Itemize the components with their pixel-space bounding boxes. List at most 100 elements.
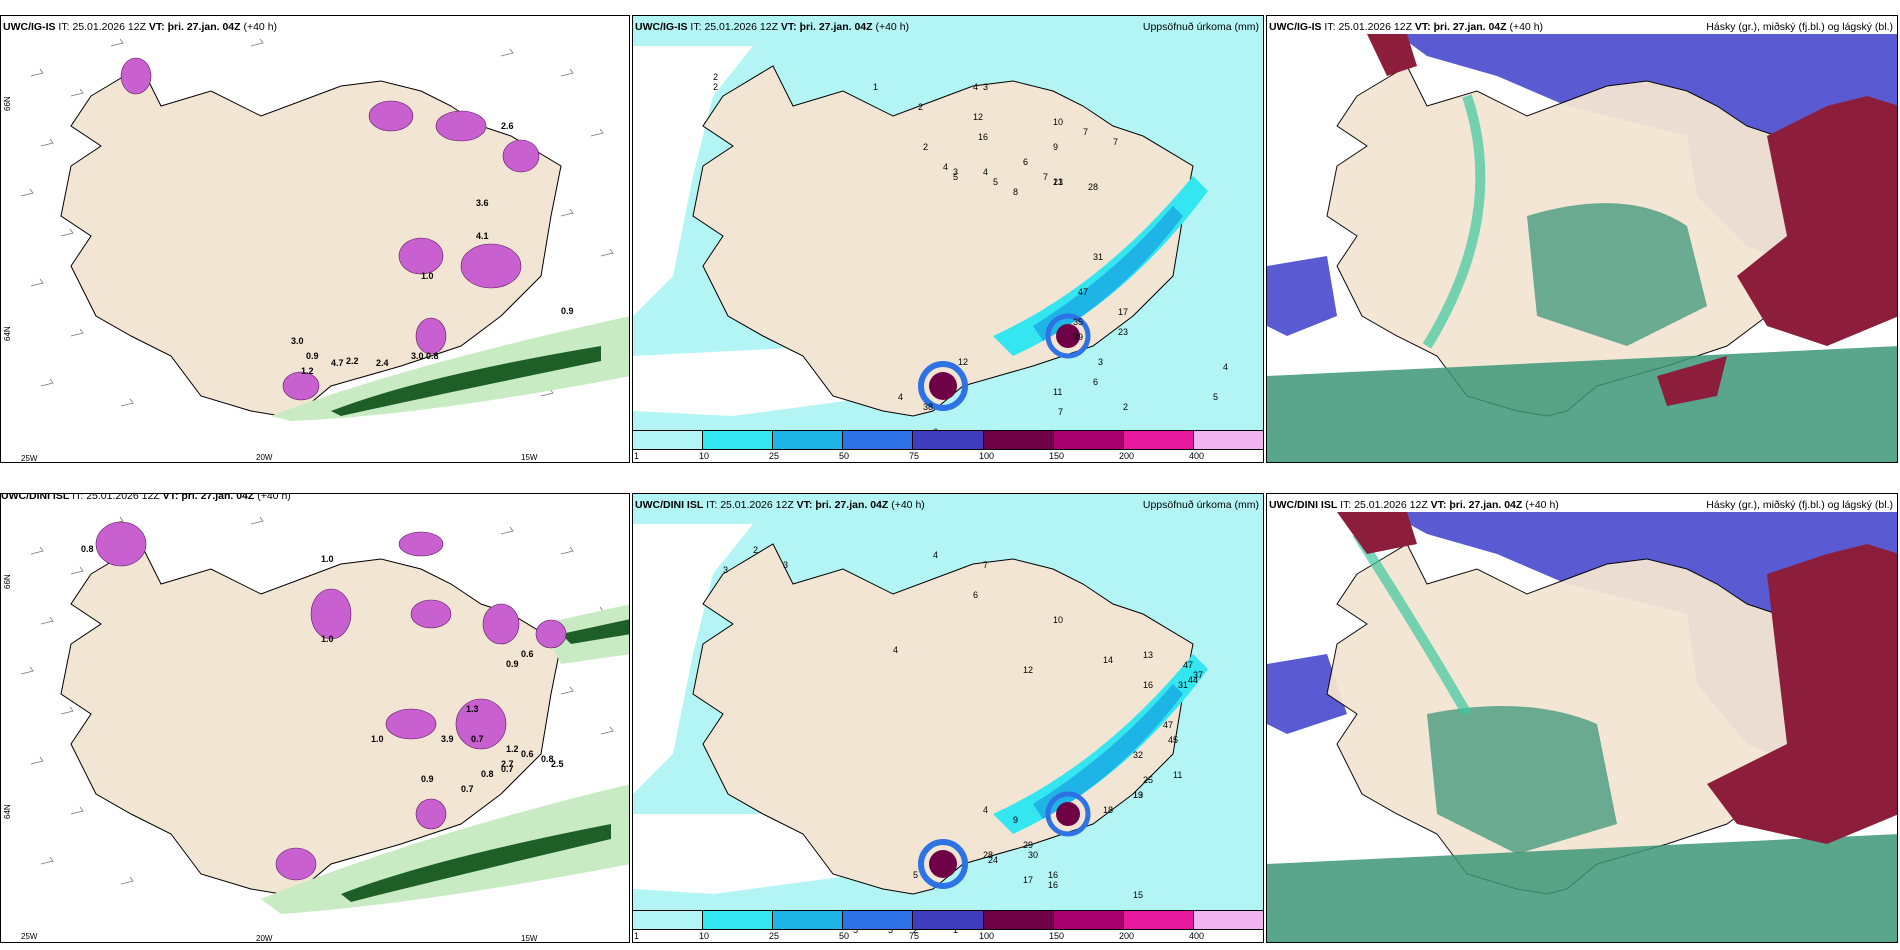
map-value: 0.8 [541, 754, 554, 764]
model-name: UWC/IG-IS [635, 21, 688, 33]
colorbar-tick: 100 [979, 931, 995, 941]
colorbar-cell [843, 431, 914, 449]
colorbar-cell [913, 431, 984, 449]
map-value: 21 [1053, 177, 1064, 187]
map-value: 0.7 [471, 734, 484, 744]
map-value: 4 [1223, 362, 1229, 372]
cloud-blue-west [1267, 256, 1337, 336]
map-value: 7 [1058, 407, 1064, 417]
cloud-green [1527, 203, 1707, 346]
lead-time: (+40 h) [875, 21, 910, 33]
cloud-maroon [1737, 96, 1897, 346]
colorbar-tick: 150 [1049, 931, 1065, 941]
vt-value: þri. 27.jan. 04Z [815, 499, 889, 511]
map-value: 24 [988, 855, 999, 865]
map-value: 2 [923, 142, 929, 152]
vt-value: þri. 27.jan. 04Z [799, 21, 873, 33]
map-value: 16 [1048, 870, 1059, 880]
map-value: 3 [1098, 357, 1104, 367]
map-value: 3 [953, 167, 959, 177]
map-value: 3.0 [411, 351, 424, 361]
it-value: 25.01.2026 12Z [86, 493, 160, 502]
colorbar-cell [983, 431, 1054, 449]
colorbar: 1 10 25 50 75 100 150 200 400 [633, 430, 1263, 462]
map-value: 3.0 [291, 336, 304, 346]
it-label: IT: [706, 499, 718, 511]
vt-value: þri. 27.jan. 04Z [1433, 21, 1507, 33]
colorbar-tick: 25 [768, 451, 779, 461]
cloud-green [1427, 706, 1617, 854]
map-value: 13 [1143, 650, 1154, 660]
map-value: 9 [1053, 142, 1059, 152]
map-value: 1.0 [421, 271, 434, 281]
cloud-maroon-north [1367, 34, 1417, 76]
map-value: 2 [913, 925, 919, 935]
map-value: 7 [983, 560, 989, 570]
colorbar-cell [1123, 431, 1194, 449]
lead-time: (+40 h) [257, 493, 291, 502]
map-value: 31 [1093, 252, 1104, 262]
cloud-green-south [1267, 346, 1897, 462]
map-value: 1.2 [301, 366, 314, 376]
map-value: 12 [973, 112, 984, 122]
colorbar-tick: 200 [1119, 931, 1135, 941]
map-value: 2 [713, 72, 719, 82]
panel-ig-accum: UWC/IG-IS IT: 25.01.2026 12Z VT: þri. 27… [632, 15, 1264, 463]
colorbar-cell [633, 431, 704, 449]
cyan-coast-band [993, 176, 1208, 356]
sea-white-west [633, 524, 753, 794]
colorbar-tick: 25 [768, 931, 779, 941]
map-value: 4 [943, 162, 949, 172]
map-value: 4 [898, 392, 904, 402]
map-value: 13 [1133, 790, 1144, 800]
colorbar-tick: 200 [1119, 451, 1135, 461]
colorbar-tick: 150 [1049, 451, 1065, 461]
colorbar-cell [1123, 911, 1194, 929]
map-value: 1.0 [321, 634, 334, 644]
cloud-map [1267, 34, 1897, 462]
it-value: 25.01.2026 12Z [1354, 499, 1428, 511]
map-value: 6 [1023, 157, 1029, 167]
map-value: 44 [1188, 675, 1199, 685]
map-value: 0.9 [506, 659, 519, 669]
colorbar-tick: 400 [1188, 451, 1205, 461]
panel-dini-cloud: UWC/DINI ISL IT: 25.01.2026 12Z VT: þri.… [1266, 493, 1898, 943]
map-value: 38 [923, 402, 934, 412]
colorbar-tick: 10 [698, 451, 709, 461]
lead-time: (+40 h) [1525, 499, 1559, 511]
map-value: 5 [1213, 392, 1219, 402]
it-label: IT: [58, 21, 70, 33]
map-value: 1.0 [321, 554, 334, 564]
map-value: 4.1 [476, 231, 489, 241]
cloud-green-arc [1422, 94, 1486, 349]
vt-label: VT: [780, 21, 797, 33]
colorbar-tick: 400 [1188, 931, 1205, 941]
cloud-maroon-north [1337, 512, 1417, 554]
map-value: 5 [953, 172, 959, 182]
max-precip-center-1 [1056, 324, 1080, 348]
map-value: 29 [1023, 840, 1034, 850]
map-value: 2.2 [346, 356, 359, 366]
map-value: 4 [893, 645, 899, 655]
map-value: 4 [933, 550, 939, 560]
precip-map: 25W [20, 38, 629, 462]
vt-label: VT: [1414, 21, 1431, 33]
map-value: 0.9 [421, 774, 434, 784]
map-value: 0.6 [521, 749, 534, 759]
vt-label: VT: [1430, 499, 1447, 511]
model-name: UWC/DINI ISL [1, 493, 70, 502]
colorbar-tick: 1 [634, 451, 640, 461]
map-value: 2 [1123, 402, 1129, 412]
map-value: 8 [1013, 187, 1019, 197]
map-value: 0.7 [461, 784, 474, 794]
product-label: Hásky (gr.), miðský (fj.bl.) og lágský (… [1706, 499, 1893, 511]
map-value: 18 [1103, 805, 1114, 815]
cloud-green-south [1267, 834, 1897, 942]
map-value: 6 [973, 590, 979, 600]
map-value: 47 [1078, 287, 1089, 297]
max-precip-center-2 [929, 372, 957, 400]
colorbar-tick: 50 [839, 451, 850, 461]
colorbar-cell [633, 911, 704, 929]
model-name: UWC/DINI ISL [635, 499, 704, 511]
map-value: 16 [1143, 680, 1154, 690]
